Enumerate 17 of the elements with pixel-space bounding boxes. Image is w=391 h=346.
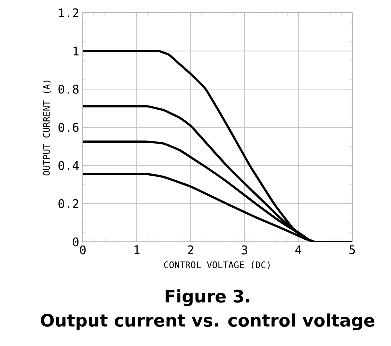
y-tick-label: 1 (74, 46, 79, 56)
x-tick-label: 4 (296, 246, 302, 254)
y-tick-label: 0.2 (58, 199, 79, 208)
y-tick-label: 0 (73, 238, 79, 247)
y-tick-label: 0.8 (58, 84, 79, 94)
y-axis-title: OUTPUT CURRENT (A) (43, 80, 52, 176)
y-tick-label: 1.2 (59, 8, 79, 18)
text: Figure 3. (166, 290, 250, 306)
y-tick-label: 0.6 (58, 122, 79, 132)
x-tick-label: 3 (242, 246, 248, 255)
y-tick-label: 0.4 (58, 161, 79, 170)
x-tick-label: 1 (134, 246, 140, 254)
text: Output current vs. control voltage (41, 314, 375, 330)
x-tick-label: 0 (80, 246, 86, 255)
x-tick-label: 5 (350, 246, 356, 254)
x-axis-title: CONTROL VOLTAGE (DC) (164, 261, 270, 270)
x-tick-label: 2 (188, 246, 194, 254)
